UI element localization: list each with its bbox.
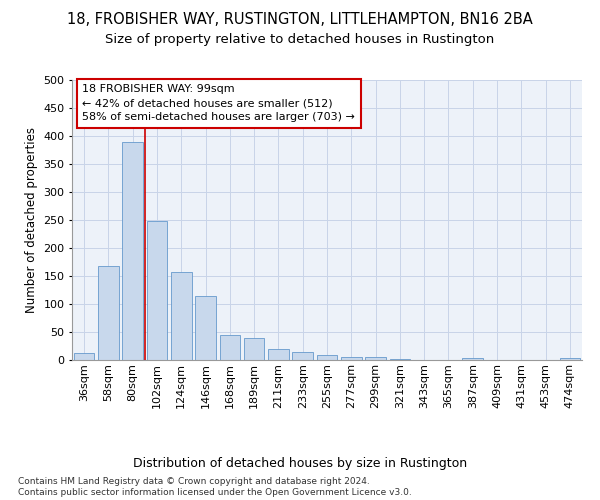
- Bar: [171, 272, 191, 360]
- Bar: [74, 352, 94, 360]
- Bar: [220, 336, 240, 360]
- Bar: [365, 357, 386, 360]
- Text: Contains HM Land Registry data © Crown copyright and database right 2024.
Contai: Contains HM Land Registry data © Crown c…: [18, 478, 412, 497]
- Bar: [292, 352, 313, 360]
- Bar: [195, 296, 216, 360]
- Text: 18 FROBISHER WAY: 99sqm
← 42% of detached houses are smaller (512)
58% of semi-d: 18 FROBISHER WAY: 99sqm ← 42% of detache…: [82, 84, 355, 122]
- Text: Size of property relative to detached houses in Rustington: Size of property relative to detached ho…: [106, 32, 494, 46]
- Bar: [341, 356, 362, 360]
- Bar: [146, 220, 167, 360]
- Bar: [389, 359, 410, 360]
- Bar: [268, 350, 289, 360]
- Bar: [98, 266, 119, 360]
- Bar: [317, 355, 337, 360]
- Text: Distribution of detached houses by size in Rustington: Distribution of detached houses by size …: [133, 458, 467, 470]
- Text: 18, FROBISHER WAY, RUSTINGTON, LITTLEHAMPTON, BN16 2BA: 18, FROBISHER WAY, RUSTINGTON, LITTLEHAM…: [67, 12, 533, 28]
- Bar: [244, 338, 265, 360]
- Bar: [463, 358, 483, 360]
- Bar: [122, 142, 143, 360]
- Bar: [560, 358, 580, 360]
- Y-axis label: Number of detached properties: Number of detached properties: [25, 127, 38, 313]
